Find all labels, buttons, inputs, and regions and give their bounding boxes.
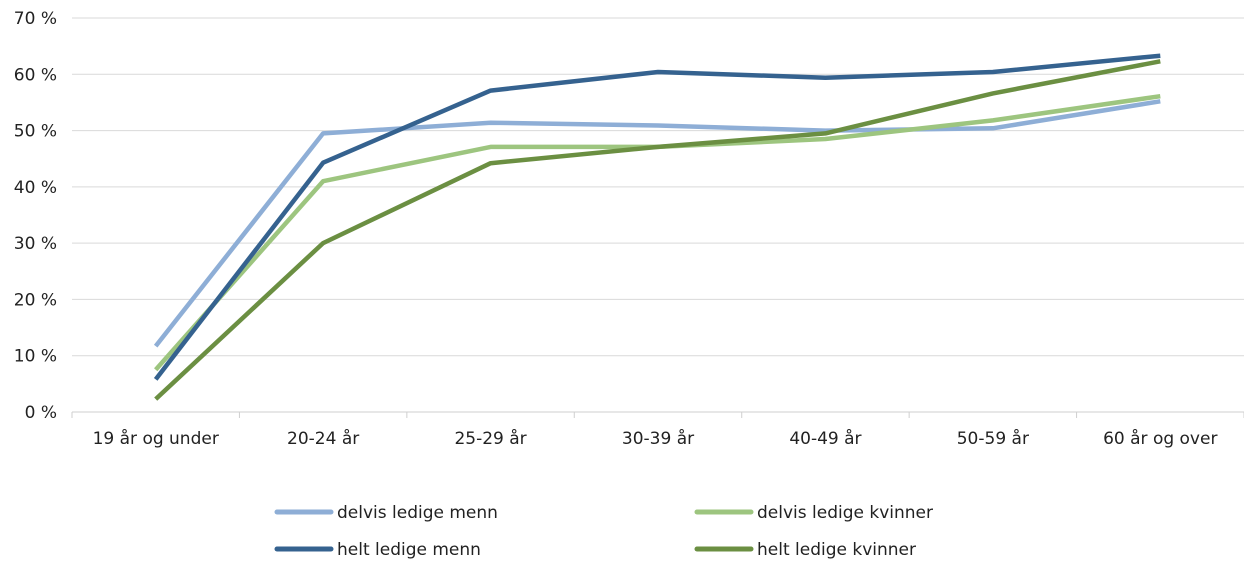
y-axis-ticks: 0 % 10 % 20 % 30 % 40 % 50 % 60 % 70 %	[14, 9, 57, 423]
legend-label: helt ledige kvinner	[757, 540, 916, 560]
y-tick-label: 50 %	[14, 122, 57, 142]
series-line-4	[154, 59, 1161, 401]
series-lines	[153, 53, 1161, 401]
legend: delvis ledige menn delvis ledige kvinner h…	[274, 503, 933, 560]
x-tick-label: 19 år og under	[93, 428, 219, 449]
y-tick-label: 30 %	[14, 234, 57, 254]
legend-label: helt ledige menn	[337, 540, 481, 560]
legend-label: delvis ledige kvinner	[757, 503, 933, 523]
x-axis: 19 år og under 20-24 år 25-29 år 30-39 år 40…	[71, 412, 1244, 449]
y-tick-label: 60 %	[14, 65, 57, 85]
y-tick-label: 20 %	[14, 290, 57, 310]
y-tick-label: 70 %	[14, 9, 57, 29]
y-tick-label: 0 %	[25, 403, 57, 423]
x-tick-label: 60 år og over	[1103, 428, 1217, 449]
series-line-3	[153, 53, 1161, 381]
x-tick-label: 50-59 år	[957, 428, 1029, 449]
series-line-1	[153, 99, 1161, 348]
y-tick-label: 10 %	[14, 347, 57, 367]
x-tick-label: 25-29 år	[454, 428, 526, 449]
x-tick-label: 30-39 år	[622, 428, 694, 449]
x-tick-label: 20-24 år	[287, 428, 359, 449]
legend-label: delvis ledige menn	[337, 503, 498, 523]
y-tick-label: 40 %	[14, 178, 57, 198]
x-tick-label: 40-49 år	[789, 428, 861, 449]
series-line-2	[154, 93, 1161, 372]
